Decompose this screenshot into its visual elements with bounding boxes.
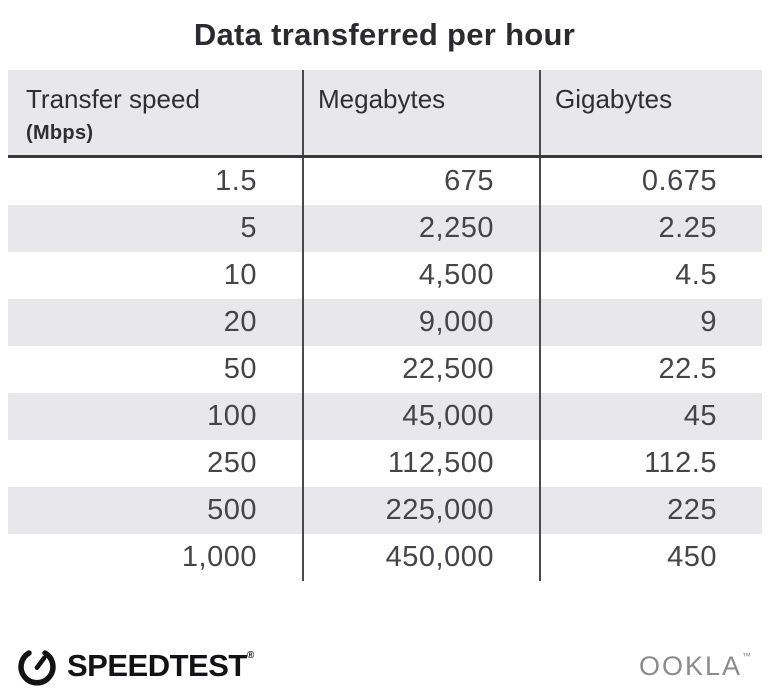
table-cell: 0.675: [539, 158, 762, 205]
table-body: 1.5 675 0.675 5 2,250 2.25 10 4,500 4.5 20 9,000 9 5…: [8, 158, 762, 581]
ookla-logo: OOKLA™: [639, 651, 753, 682]
table-cell: 20: [223, 306, 257, 338]
speedtest-logo: SPEEDTEST®: [16, 645, 254, 687]
speedometer-gauge-icon: [18, 650, 56, 686]
table-row: 1.5 675 0.675: [8, 158, 762, 205]
table-cell: 675: [302, 158, 539, 205]
table-cell: 450: [539, 534, 762, 581]
table-cell: 1,000: [181, 541, 257, 573]
column-header-unit: (Mbps): [26, 122, 94, 144]
table-cell: 112,500: [302, 440, 539, 487]
column-header-label: Gigabytes: [555, 84, 673, 114]
table-cell: 22,500: [302, 346, 539, 393]
table-cell: 100: [207, 400, 257, 432]
table-row: 250 112,500 112.5: [8, 440, 762, 487]
speedtest-label: SPEEDTEST: [67, 648, 247, 683]
footer: SPEEDTEST® OOKLA™: [16, 642, 753, 690]
table-row: 500 225,000 225: [8, 487, 762, 534]
trademark-symbol: ™: [742, 650, 753, 661]
table-row: 20 9,000 9: [8, 299, 762, 346]
table-cell: 250: [207, 447, 257, 479]
table-cell: 10: [223, 259, 257, 291]
table-cell: 45,000: [302, 393, 539, 440]
column-header-megabytes: Megabytes: [302, 70, 539, 155]
table-cell: 9: [539, 299, 762, 346]
ookla-label: OOKLA: [638, 650, 742, 681]
table-cell: 2.25: [539, 205, 762, 252]
speedtest-wordmark: SPEEDTEST®: [67, 648, 254, 684]
data-table: Transfer speed (Mbps) Megabytes Gigabyte…: [8, 70, 762, 581]
column-header-label: Transfer speed: [26, 84, 200, 114]
table-cell: 50: [223, 353, 257, 385]
column-header-transfer-speed: Transfer speed (Mbps): [8, 70, 302, 155]
table-cell: 45: [539, 393, 762, 440]
table-cell: 4,500: [302, 252, 539, 299]
table-row: 100 45,000 45: [8, 393, 762, 440]
table-cell: 1.5: [215, 165, 257, 197]
table-header-row: Transfer speed (Mbps) Megabytes Gigabyte…: [8, 70, 762, 158]
table-cell: 22.5: [539, 346, 762, 393]
table-cell: 9,000: [302, 299, 539, 346]
table-cell: 4.5: [539, 252, 762, 299]
column-header-label: Megabytes: [318, 84, 446, 114]
table-cell: 2,250: [302, 205, 539, 252]
table-cell: 500: [207, 494, 257, 526]
table-row: 1,000 450,000 450: [8, 534, 762, 581]
column-header-gigabytes: Gigabytes: [539, 70, 762, 155]
page-title: Data transferred per hour: [193, 17, 576, 52]
table-row: 50 22,500 22.5: [8, 346, 762, 393]
table-cell: 112.5: [539, 440, 762, 487]
table-row: 5 2,250 2.25: [8, 205, 762, 252]
table-cell: 225,000: [302, 487, 539, 534]
registered-trademark-symbol: ®: [246, 650, 254, 661]
table-cell: 450,000: [302, 534, 539, 581]
table-cell: 5: [240, 212, 257, 244]
table-cell: 225: [539, 487, 762, 534]
table-row: 10 4,500 4.5: [8, 252, 762, 299]
